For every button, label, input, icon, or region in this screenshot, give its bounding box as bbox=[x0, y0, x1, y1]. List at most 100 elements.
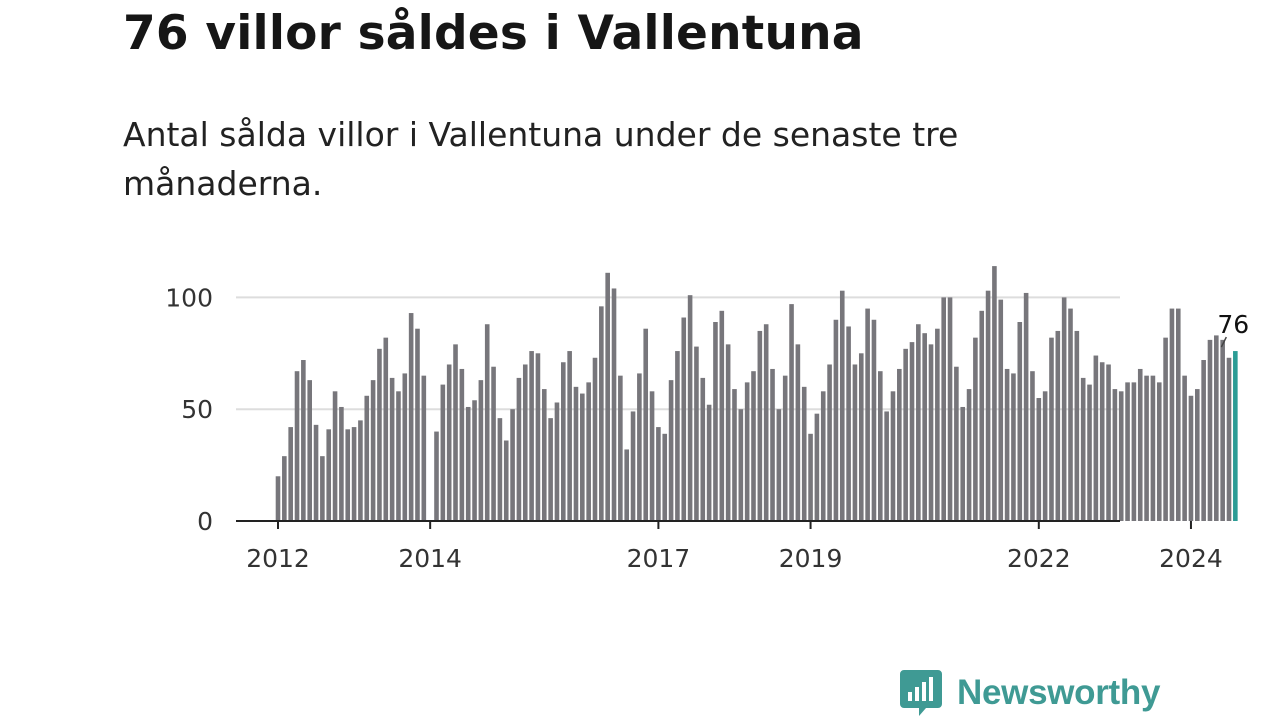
bar bbox=[446, 364, 452, 521]
bar bbox=[1118, 391, 1124, 521]
axes bbox=[236, 520, 1192, 529]
bar bbox=[535, 353, 541, 521]
bar bbox=[440, 384, 446, 521]
bar bbox=[1195, 389, 1200, 521]
bar bbox=[548, 418, 553, 521]
bar bbox=[713, 322, 718, 521]
bar bbox=[573, 386, 579, 521]
bar bbox=[326, 429, 332, 521]
bar bbox=[935, 328, 940, 521]
bar bbox=[973, 337, 978, 521]
bar bbox=[396, 391, 401, 521]
bar bbox=[770, 368, 775, 521]
bar bbox=[275, 476, 281, 521]
data-label-last: 76 bbox=[1217, 310, 1249, 339]
bar bbox=[510, 409, 515, 521]
bar bbox=[1207, 339, 1213, 521]
bar bbox=[744, 382, 750, 521]
bar bbox=[687, 295, 693, 521]
bar bbox=[903, 348, 908, 521]
bar bbox=[700, 377, 706, 521]
bar bbox=[732, 389, 737, 521]
bar bbox=[890, 391, 896, 521]
newsworthy-logo-icon bbox=[900, 670, 942, 716]
bar bbox=[884, 411, 889, 521]
bar bbox=[630, 411, 636, 521]
bar bbox=[846, 326, 851, 521]
x-tick-label-2019: 2019 bbox=[779, 544, 843, 573]
bar-chart: 0 50 100 2012 2014 2017 2019 2022 2024 76 bbox=[165, 266, 1249, 573]
bar bbox=[1175, 308, 1181, 521]
bar bbox=[814, 413, 820, 521]
bar bbox=[694, 346, 699, 521]
bar bbox=[586, 382, 591, 521]
bar bbox=[1061, 297, 1067, 521]
bar bbox=[998, 299, 1004, 521]
bar bbox=[1030, 371, 1035, 521]
bar bbox=[320, 456, 325, 521]
bar bbox=[1049, 337, 1054, 521]
bar bbox=[878, 371, 883, 521]
bar bbox=[294, 371, 300, 521]
bar-series bbox=[275, 266, 1238, 521]
chart-labels: 0 50 100 2012 2014 2017 2019 2022 2024 76 bbox=[165, 283, 1249, 573]
bar bbox=[1011, 373, 1016, 521]
bar bbox=[871, 319, 877, 521]
bar bbox=[719, 310, 725, 521]
bar bbox=[979, 310, 985, 521]
brand-name: Newsworthy bbox=[957, 673, 1161, 712]
bar bbox=[301, 360, 306, 521]
bar bbox=[567, 351, 572, 521]
bar bbox=[282, 456, 287, 521]
bar bbox=[364, 395, 370, 521]
bar bbox=[624, 449, 629, 521]
bar bbox=[865, 308, 870, 521]
bar bbox=[1144, 375, 1149, 521]
bar bbox=[1055, 330, 1061, 521]
bar bbox=[637, 373, 642, 521]
x-tick-label-2017: 2017 bbox=[627, 544, 691, 573]
bar bbox=[757, 330, 763, 521]
bar bbox=[649, 391, 655, 521]
bar bbox=[1220, 339, 1225, 521]
bar bbox=[1182, 375, 1187, 521]
bar bbox=[288, 427, 293, 521]
bar bbox=[827, 364, 832, 521]
data-label-leader bbox=[1220, 336, 1228, 348]
bar bbox=[1156, 382, 1162, 521]
bar bbox=[776, 409, 782, 521]
bar bbox=[1125, 382, 1130, 521]
bar bbox=[668, 380, 674, 521]
bar bbox=[1201, 360, 1206, 521]
x-tick-label-2012: 2012 bbox=[246, 544, 310, 573]
bar bbox=[808, 433, 813, 521]
bar bbox=[1004, 368, 1010, 521]
bar bbox=[554, 402, 560, 521]
bar bbox=[383, 337, 389, 521]
bar bbox=[858, 353, 864, 521]
bar bbox=[415, 328, 420, 521]
bar bbox=[795, 344, 801, 521]
bar bbox=[522, 364, 528, 521]
bar bbox=[1106, 364, 1111, 521]
bar bbox=[1150, 375, 1156, 521]
bar bbox=[751, 371, 756, 521]
bar bbox=[1112, 389, 1118, 521]
bar bbox=[402, 373, 408, 521]
bar bbox=[947, 297, 953, 521]
bar bbox=[389, 377, 395, 521]
bar bbox=[941, 297, 946, 521]
bar bbox=[434, 431, 439, 521]
bar bbox=[497, 418, 503, 521]
bar bbox=[332, 391, 338, 521]
bar bbox=[1036, 398, 1042, 521]
bar bbox=[1169, 308, 1175, 521]
bar bbox=[1042, 391, 1048, 521]
bar bbox=[992, 266, 997, 521]
bar bbox=[662, 433, 668, 521]
bar bbox=[1131, 382, 1137, 521]
bar bbox=[421, 375, 427, 521]
bar bbox=[1214, 335, 1219, 521]
x-tick-label-2014: 2014 bbox=[398, 544, 462, 573]
bar bbox=[618, 375, 623, 521]
